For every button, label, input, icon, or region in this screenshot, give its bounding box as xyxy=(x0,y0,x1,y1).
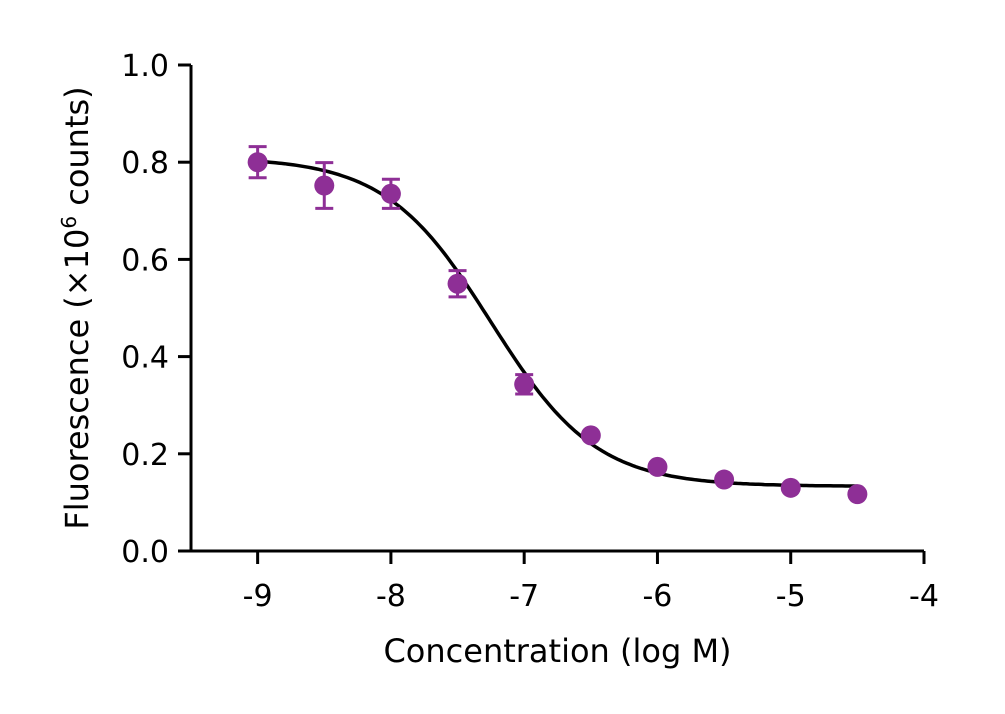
y-axis-label-tail: counts) xyxy=(58,86,96,216)
y-axis-label: Fluorescence (×106 counts) xyxy=(57,86,96,529)
x-axis-label: Concentration (log M) xyxy=(383,632,731,670)
y-tick-label: 0.4 xyxy=(121,341,169,376)
data-point xyxy=(314,175,335,196)
data-point xyxy=(514,374,535,395)
fit-curve xyxy=(257,159,858,488)
data-point xyxy=(847,484,868,505)
data-point xyxy=(714,469,735,490)
x-tick-label: -4 xyxy=(909,579,939,614)
x-tick-label: -5 xyxy=(776,579,806,614)
data-point xyxy=(647,456,668,477)
data-point xyxy=(580,425,601,446)
y-tick-label: 0.2 xyxy=(121,438,169,473)
x-tick-label: -9 xyxy=(243,579,273,614)
data-point xyxy=(447,273,468,294)
x-tick-label: -6 xyxy=(642,579,672,614)
ticks: 0.0 0.2 0.4 0.6 0.8 1.0 -9 -8 -7 -6 -5 -4 xyxy=(121,49,939,614)
x-tick-label: -7 xyxy=(509,579,539,614)
x-tick-label: -8 xyxy=(376,579,406,614)
y-axis-label-main: Fluorescence (×10 xyxy=(58,229,96,530)
data-point xyxy=(380,183,401,204)
y-tick-label: 1.0 xyxy=(121,49,169,84)
y-tick-label: 0.6 xyxy=(121,243,169,278)
axes xyxy=(189,65,924,553)
data-point xyxy=(780,477,801,498)
y-tick-label: 0.0 xyxy=(121,535,169,570)
data-point xyxy=(247,152,268,173)
data-points xyxy=(247,145,868,505)
y-axis-label-superscript: 6 xyxy=(57,216,81,229)
y-tick-label: 0.8 xyxy=(121,146,169,181)
